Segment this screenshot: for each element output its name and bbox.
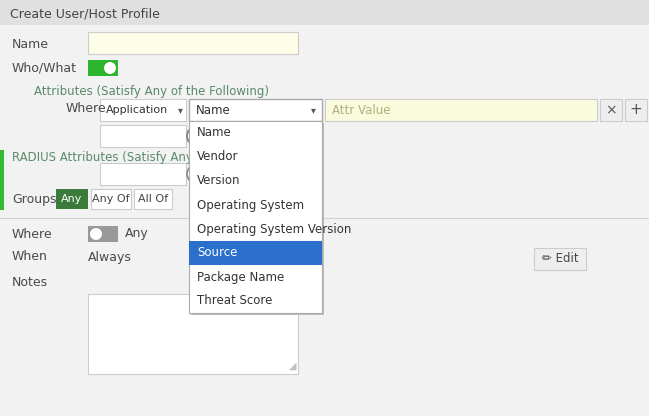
Text: Name: Name xyxy=(12,37,49,50)
Bar xyxy=(191,123,324,315)
Circle shape xyxy=(90,228,102,240)
Bar xyxy=(600,99,622,121)
Text: Groups: Groups xyxy=(12,193,56,206)
Bar xyxy=(100,99,186,121)
Text: Attributes (Satisfy Any of the Following): Attributes (Satisfy Any of the Following… xyxy=(34,84,269,97)
Text: Where: Where xyxy=(66,102,106,116)
Bar xyxy=(189,241,322,265)
Text: ×: × xyxy=(605,103,617,117)
Text: Package Name: Package Name xyxy=(197,270,284,283)
Text: Source: Source xyxy=(197,247,238,260)
Text: When: When xyxy=(12,250,48,263)
Circle shape xyxy=(102,60,118,76)
Bar xyxy=(325,99,597,121)
Text: Any: Any xyxy=(125,228,149,240)
Text: +: + xyxy=(630,102,643,117)
Text: Attr Value: Attr Value xyxy=(332,104,391,116)
Text: Version: Version xyxy=(197,174,241,188)
Text: Name: Name xyxy=(197,126,232,139)
Bar xyxy=(0,150,4,210)
Text: RADIUS Attributes (Satisfy Any of th: RADIUS Attributes (Satisfy Any of th xyxy=(12,151,224,163)
Text: +: + xyxy=(191,129,201,143)
Bar xyxy=(534,248,586,270)
Text: Any: Any xyxy=(61,194,82,204)
Bar xyxy=(0,0,649,25)
Bar xyxy=(100,163,186,185)
Bar xyxy=(189,99,322,121)
Circle shape xyxy=(88,226,104,242)
Text: Create User/Host Profile: Create User/Host Profile xyxy=(10,7,160,20)
Text: ✏ Edit: ✏ Edit xyxy=(542,253,578,265)
Bar xyxy=(189,121,322,313)
Text: All Of: All Of xyxy=(138,194,168,204)
Circle shape xyxy=(102,226,118,242)
Text: Operating System Version: Operating System Version xyxy=(197,223,351,235)
Bar xyxy=(625,99,647,121)
Bar xyxy=(91,189,131,209)
Text: ▾: ▾ xyxy=(311,105,316,115)
Circle shape xyxy=(187,127,205,145)
Bar xyxy=(88,294,298,374)
Text: Where: Where xyxy=(12,228,53,240)
Text: Threat Score: Threat Score xyxy=(197,295,273,307)
Bar xyxy=(88,60,118,76)
Text: ▾: ▾ xyxy=(178,105,183,115)
Text: Any Of: Any Of xyxy=(92,194,130,204)
Text: ◢: ◢ xyxy=(289,361,296,371)
Text: Name: Name xyxy=(196,104,231,116)
Text: +: + xyxy=(191,168,201,181)
Circle shape xyxy=(104,62,116,74)
Text: Operating System: Operating System xyxy=(197,198,304,211)
Bar xyxy=(88,226,118,242)
Bar xyxy=(134,189,172,209)
Text: Application: Application xyxy=(106,105,168,115)
Circle shape xyxy=(187,165,205,183)
Bar xyxy=(100,125,186,147)
Bar xyxy=(88,32,298,54)
Circle shape xyxy=(88,60,104,76)
Text: Vendor: Vendor xyxy=(197,151,238,163)
Bar xyxy=(56,189,88,209)
Text: Always: Always xyxy=(88,250,132,263)
Text: Who/What: Who/What xyxy=(12,62,77,74)
Text: Notes: Notes xyxy=(12,275,48,289)
